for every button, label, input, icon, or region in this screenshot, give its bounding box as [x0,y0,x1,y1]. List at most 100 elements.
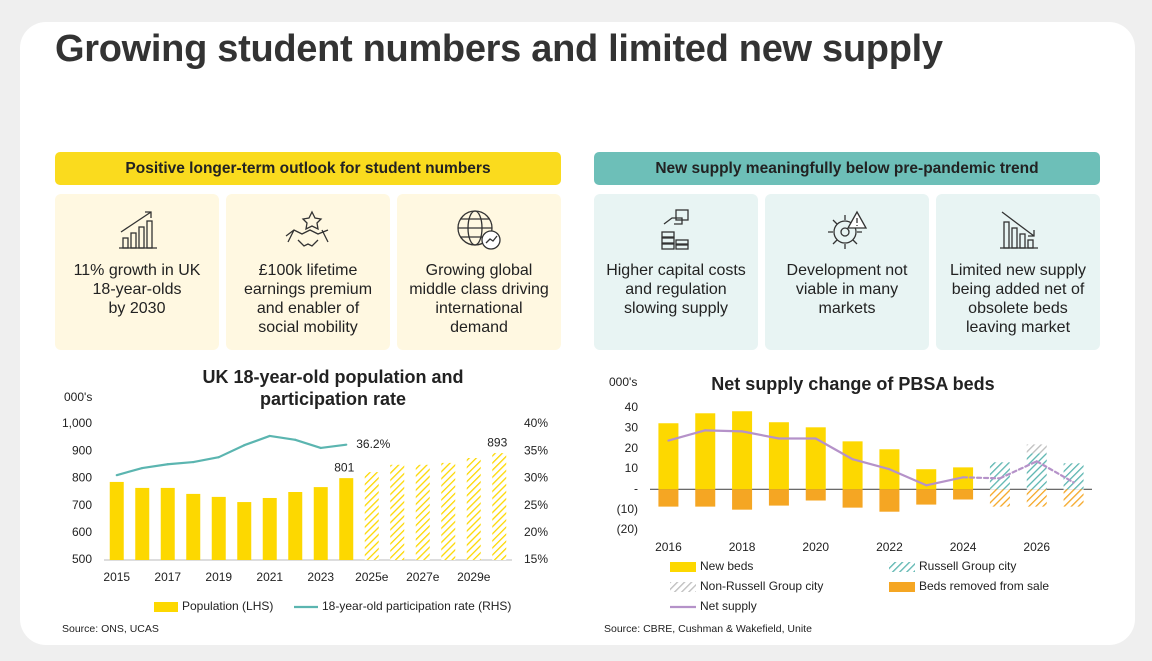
line-segment [925,476,965,487]
text-line: being added net of [951,281,1085,298]
legend-swatch [670,582,696,592]
bar [1026,444,1047,454]
bar [339,478,354,560]
line-segment [166,460,195,466]
text-line: by 2030 [108,300,166,317]
x-tick-label: 2022 [876,540,903,554]
data-label: 893 [487,435,507,449]
line-segment [319,443,348,450]
bar [695,413,716,490]
y-tick-label: 1,000 [62,416,92,430]
y2-tick-label: 35% [524,443,548,457]
text-line: and regulation [625,281,727,298]
chart-title: participation rate [260,389,406,409]
legend-swatch [670,562,696,572]
bar [768,422,789,490]
bar [989,489,1010,507]
info-card: Development not viable in many markets [765,194,929,350]
x-tick-label: 2020 [802,540,829,554]
x-tick-label: 2015 [103,570,130,584]
chart-title: UK 18-year-old population and [202,367,463,387]
line-segment [704,429,744,433]
legend-label: New beds [700,559,753,573]
text-line: Development not [786,262,908,279]
bar [262,497,277,560]
y2-tick-label: 25% [524,498,548,512]
y2-tick-label: 20% [524,525,548,539]
y2-tick-label: 30% [524,471,548,485]
bar [1063,463,1084,490]
bar [805,489,826,501]
gear-warning-icon [828,210,868,249]
x-tick-label: 2027e [406,570,440,584]
bar [364,472,379,560]
handshake-icon [285,210,329,247]
data-label: 36.2% [356,437,390,451]
bar [313,487,328,560]
y-tick-label: 800 [72,471,92,485]
bar [842,441,863,490]
bar [211,496,226,560]
legend-swatch [889,562,915,572]
bar [879,489,900,512]
line-segment [294,438,322,450]
text-line: slowing supply [623,300,729,317]
info-card: Growing global middle class driving intern… [397,194,561,350]
bar [768,489,789,506]
card-text: Limited new supply being added net of obso… [936,261,1100,337]
legend-label: Beds removed from sale [919,579,1049,593]
data-label: 801 [334,460,354,474]
text-line: Limited new supply [949,262,1087,279]
y2-tick-label: 15% [524,552,548,566]
globe-icon [457,210,501,250]
y-tick-label: 20 [625,441,639,455]
line-segment [141,463,169,470]
card-text: Growing global middle class driving intern… [397,261,561,337]
text-line: international [435,300,523,317]
bar [1026,453,1047,490]
y-tick-label: 900 [72,443,92,457]
y-tick-label: 10 [625,461,639,475]
card-text: 11% growth in UK 18-year-olds by 2030 [55,261,219,318]
y-tick-label: 500 [72,552,92,566]
decline-icon [1000,211,1038,249]
text-line: middle class driving [409,281,549,298]
bar [695,489,716,507]
x-tick-label: 2029e [457,570,491,584]
line-segment [851,458,891,471]
text-line: markets [818,300,876,317]
line-segment [192,456,220,464]
x-tick-label: 2023 [307,570,334,584]
bar [186,493,201,560]
x-tick-label: 2018 [729,540,756,554]
legend-label: Russell Group city [919,559,1016,573]
text-line: obsolete beds [968,300,1068,317]
panel-header: New supply meaningfully below pre-pandem… [594,152,1100,185]
source-note: Source: CBRE, Cushman & Wakefield, Unite [604,623,812,635]
legend-label: 18-year-old participation rate (RHS) [322,599,511,613]
bar [135,487,150,560]
x-tick-label: 2025e [355,570,389,584]
y-tick-label: 700 [72,498,92,512]
line-segment [740,430,781,440]
text-line: and enabler of [256,300,360,317]
text-line: Growing global [425,262,533,279]
info-card: 11% growth in UK 18-year-olds by 2030 [55,194,219,350]
page-title: Growing student numbers and limited new … [55,28,943,70]
y2-tick-label: 40% [524,416,548,430]
text-line: 11% growth in UK [73,262,201,279]
bar [805,427,826,490]
line-segment [268,434,297,441]
legend-label: Net supply [700,599,757,613]
line-segment [814,437,854,461]
bar [441,462,456,560]
text-line: Higher capital costs [606,262,746,279]
bar [466,458,481,560]
bar [732,489,753,510]
text-line: social mobility [258,319,358,336]
y-tick-label: 30 [625,421,639,435]
bar [953,489,974,500]
source-note: Source: ONS, UCAS [62,623,159,635]
